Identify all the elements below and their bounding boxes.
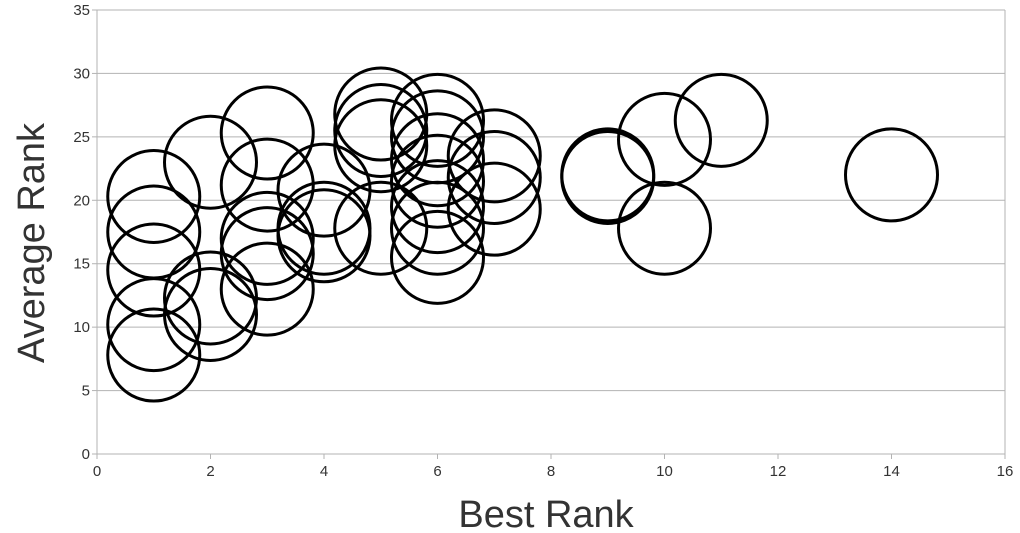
bubble-point <box>276 188 372 284</box>
y-tick-label: 10 <box>73 319 90 336</box>
bubble-point <box>390 159 485 255</box>
bubble-point <box>106 148 202 244</box>
bubble-point <box>617 180 712 276</box>
x-tick-label: 4 <box>320 463 328 480</box>
x-tick-label: 10 <box>656 463 673 480</box>
bubble-point <box>333 180 429 276</box>
bubble-point <box>219 137 315 233</box>
bubble-point <box>219 190 315 286</box>
bubble-point <box>390 209 485 305</box>
bubble-point <box>560 129 656 225</box>
bubble-point <box>446 108 542 204</box>
x-tick-label: 14 <box>883 463 900 480</box>
grid-lines <box>97 9 1005 455</box>
bubble-point <box>390 133 485 229</box>
bubble-point <box>106 277 202 373</box>
bubble-point <box>617 91 712 187</box>
bubble-point <box>219 241 315 337</box>
bubble-point <box>163 114 258 210</box>
bubble-point <box>446 161 542 257</box>
x-axis-title: Best Rank <box>458 494 634 533</box>
bubble-point <box>219 85 315 181</box>
bubble-point <box>844 127 939 223</box>
bubble-point <box>333 98 429 194</box>
x-tick-label: 12 <box>770 463 787 480</box>
bubble-point <box>390 72 485 168</box>
bubble-point <box>219 206 315 302</box>
bubble-point <box>163 250 258 346</box>
bubble-point <box>446 129 542 225</box>
x-tick-label: 16 <box>997 463 1014 480</box>
bubble-point <box>106 222 202 318</box>
bubble-point <box>390 112 485 208</box>
bubbles <box>106 66 939 403</box>
bubble-point <box>163 266 258 362</box>
bubble-point <box>106 307 202 403</box>
x-tick-label: 0 <box>93 463 101 480</box>
y-tick-label: 25 <box>73 129 90 146</box>
bubble-point <box>673 72 769 168</box>
y-tick-label: 30 <box>73 65 90 82</box>
y-tick-label: 5 <box>82 383 90 400</box>
bubble-point <box>333 83 429 179</box>
y-tick-label: 15 <box>73 256 90 273</box>
y-tick-label: 0 <box>82 446 90 463</box>
x-tick-label: 8 <box>547 463 555 480</box>
x-tick-label: 6 <box>433 463 441 480</box>
axes: 0 5 10 15 20 25 30 35 0 2 4 6 8 10 12 14 16 <box>73 2 1013 480</box>
x-tick-label: 2 <box>206 463 214 480</box>
y-axis-title: Average Rank <box>11 122 53 363</box>
bubble-point <box>276 180 372 276</box>
y-tick-label: 20 <box>73 192 90 209</box>
bubble-point <box>390 180 485 276</box>
y-tick-label: 35 <box>73 2 90 19</box>
